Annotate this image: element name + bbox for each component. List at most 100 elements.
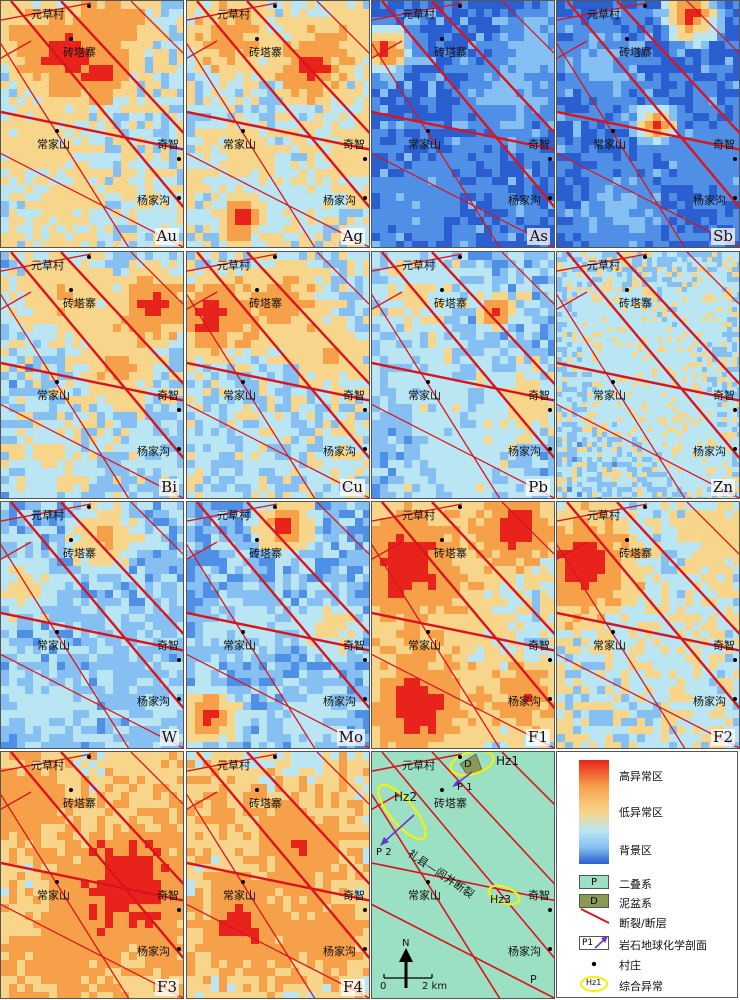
place-label-changjiashan: 常家山	[408, 138, 441, 151]
profile-p2-arrow	[383, 814, 415, 843]
village-dot	[548, 908, 552, 912]
legend: 高异常区 低异常区 背景区 P 二叠系 D 泥盆系 断裂/断层 P1 岩石地球化…	[556, 751, 738, 998]
place-label-yangjiagou: 杨家沟	[508, 945, 541, 958]
legend-profile-box: P1	[579, 936, 609, 950]
fault-line	[187, 293, 316, 498]
panel-mo: 元草村 砖塔寨 常家山 奇智 杨家沟 Mo	[186, 501, 370, 749]
fault-line	[372, 753, 463, 772]
fault-line	[557, 42, 686, 247]
fault-line	[372, 110, 554, 151]
village-dot	[55, 880, 59, 884]
fault-line	[187, 2, 278, 21]
place-label-changjiashan: 常家山	[37, 389, 70, 402]
fault-line	[316, 752, 369, 805]
panel-f4: 元草村 砖塔寨 常家山 奇智 杨家沟 F4	[186, 751, 370, 999]
fault-line	[557, 40, 588, 59]
panel-f3: 元草村 砖塔寨 常家山 奇智 杨家沟 F3	[0, 751, 184, 999]
fault-line	[1, 361, 183, 402]
fault-line	[187, 253, 278, 272]
village-dot	[458, 505, 462, 509]
place-label-yangjiagou: 杨家沟	[693, 695, 726, 708]
fault-line	[1, 861, 183, 902]
place-label-zhuantazhai: 砖塔寨	[63, 797, 96, 810]
fault-line	[557, 611, 739, 652]
village-dot	[426, 880, 430, 884]
fault-line	[1, 541, 32, 560]
panel-as: 元草村 砖塔寨 常家山 奇智 杨家沟 As	[371, 0, 555, 248]
place-label-changjiashan: 常家山	[408, 639, 441, 652]
legend-permian-label: 二叠系	[619, 878, 652, 891]
fault-line	[10, 1, 183, 209]
place-label-changjiashan: 常家山	[223, 639, 256, 652]
fault-line	[1, 503, 92, 522]
village-dot	[548, 697, 552, 701]
fault-line	[187, 361, 369, 402]
village-dot	[426, 630, 430, 634]
village-dot	[177, 908, 181, 912]
fault-line	[372, 862, 554, 902]
place-label-yangjiagou: 杨家沟	[508, 695, 541, 708]
place-label-changjiashan: 常家山	[593, 389, 626, 402]
village-dot	[241, 129, 245, 133]
village-dot	[273, 255, 277, 259]
place-label-zhuantazhai: 砖塔寨	[63, 547, 96, 560]
place-label-zhuantazhai: 砖塔寨	[63, 297, 96, 310]
place-label-zhuantazhai: 砖塔寨	[249, 547, 282, 560]
village-dot	[69, 37, 73, 41]
place-label-yuancaocun: 元草村	[31, 759, 64, 772]
fault-line	[130, 1, 183, 54]
place-label-changjiashan: 常家山	[408, 389, 441, 402]
panel-label: Mo	[336, 728, 365, 746]
fault-line	[196, 1, 369, 209]
village-dot	[733, 697, 737, 701]
fault-line	[196, 502, 369, 710]
fault-line	[381, 752, 554, 959]
legend-devonian-label: 泥盆系	[619, 897, 652, 910]
village-dot	[458, 255, 462, 259]
anomaly-raster	[1, 752, 183, 998]
fault-line	[130, 752, 183, 805]
legend-zone-outline	[580, 976, 608, 992]
fault-line	[10, 502, 183, 710]
village-dot	[611, 129, 615, 133]
village-dot	[440, 538, 444, 542]
fault-line	[381, 1, 554, 209]
village-dot	[611, 380, 615, 384]
north-label: N	[402, 938, 410, 949]
fault-line	[431, 252, 554, 386]
fault-line	[381, 502, 554, 710]
village-dot	[733, 658, 737, 662]
village-dot	[440, 288, 444, 292]
place-label-changjiashan: 常家山	[223, 889, 256, 902]
village-dot	[177, 447, 181, 451]
place-label-qizhi: 奇智	[528, 639, 550, 652]
village-dot	[241, 880, 245, 884]
place-label-changjiashan: 常家山	[593, 138, 626, 151]
legend-high-label: 高异常区	[619, 770, 663, 783]
village-dot	[733, 408, 737, 412]
fault-line	[10, 252, 183, 460]
fault-line	[246, 752, 369, 886]
devonian-unit-label: D	[464, 759, 472, 770]
fault-line	[372, 293, 501, 498]
panel-ag: 元草村 砖塔寨 常家山 奇智 杨家沟 Ag	[186, 0, 370, 248]
fault-line	[501, 1, 554, 54]
anomaly-raster	[557, 502, 739, 748]
fault-line	[372, 503, 463, 522]
panel-label: Cu	[339, 478, 365, 496]
fault-line	[566, 1, 739, 209]
anomaly-raster	[372, 502, 554, 748]
fault-line	[372, 611, 554, 652]
place-label-changjiashan: 常家山	[223, 389, 256, 402]
zone-hz3-label: Hz3	[490, 893, 512, 906]
fault-line	[566, 502, 739, 710]
village-dot	[55, 129, 59, 133]
fault-line	[10, 752, 183, 960]
panel-label: F1	[526, 728, 550, 746]
fault-line	[187, 793, 316, 998]
place-label-zhuantazhai: 砖塔寨	[619, 46, 652, 59]
place-label-zhuantazhai: 砖塔寨	[434, 547, 467, 560]
fault-line	[566, 252, 739, 460]
fault-line	[246, 252, 369, 386]
village-dot	[177, 697, 181, 701]
